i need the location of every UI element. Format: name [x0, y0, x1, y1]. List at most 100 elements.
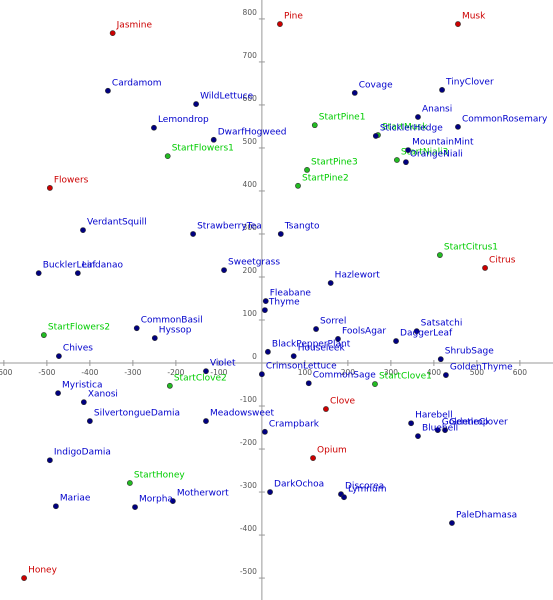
point-label: Harebell [415, 411, 453, 421]
point-label: IndigoDamia [54, 448, 111, 458]
point [439, 86, 445, 93]
point [295, 182, 301, 189]
point-label: StartClove1 [379, 372, 432, 382]
point-label: Musk [462, 12, 486, 22]
point-label: StartNiali3 [401, 148, 448, 158]
point-label: GoldenThyme [450, 363, 513, 373]
x-tick-label: -500 [38, 368, 55, 377]
point [261, 428, 268, 435]
point-label: Mariae [60, 494, 91, 504]
point [351, 90, 358, 96]
point-label: CommonSage [313, 371, 376, 381]
point-label: CommonBasil [141, 316, 203, 326]
point [40, 332, 47, 338]
point [323, 406, 329, 412]
point-label: StartCitrus1 [444, 243, 498, 253]
point [35, 270, 42, 277]
point-label: DwarfHogweed [218, 127, 287, 137]
point [53, 503, 59, 510]
point [46, 457, 53, 464]
point-label: StartHoney [134, 471, 186, 481]
point [408, 420, 414, 427]
point [80, 399, 87, 406]
point [415, 114, 421, 120]
y-tick-label: 300 [243, 223, 258, 232]
point-label: DaggerLeaf [400, 329, 453, 339]
point [437, 356, 444, 363]
point [434, 427, 441, 434]
point [55, 390, 61, 397]
point-label: BlackPepperPlant [272, 339, 351, 349]
point [151, 335, 158, 341]
point-label: Lindanao [82, 261, 124, 271]
x-tick-label: 300 [384, 368, 399, 377]
point [164, 153, 171, 160]
y-tick-label: 800 [243, 8, 258, 17]
point [455, 123, 461, 130]
point-label: WildLettuce [200, 92, 254, 102]
point-label: MountainMint [412, 138, 474, 148]
point [203, 368, 209, 375]
point-label: StartPine3 [311, 157, 358, 167]
point-label: CommonRosemary [462, 114, 548, 124]
point-label: StartFlowers2 [48, 323, 110, 333]
point [203, 418, 209, 424]
x-tick-label: -300 [124, 368, 141, 377]
point-label: TinyClover [445, 77, 494, 87]
point [264, 348, 271, 355]
x-tick-label: -600 [0, 368, 13, 377]
y-tick-label: 400 [243, 180, 258, 189]
point [313, 326, 319, 332]
x-tick-label: 200 [341, 368, 356, 377]
point-label: Tsangto [284, 221, 320, 231]
point-label: Pine [284, 12, 303, 22]
point-label: StartMusk [382, 123, 428, 133]
point-label: Thyme [268, 298, 300, 308]
point-label: CrimsonLettuce [266, 362, 337, 372]
point-label: Fleabane [270, 289, 312, 299]
point-label: SticklerHedge [380, 123, 443, 133]
point-label: Xanosi [88, 390, 118, 400]
point-label: FoolsAgar [342, 326, 386, 336]
point-label: Crampbark [269, 419, 320, 429]
point-label: Violet [210, 359, 236, 369]
point [311, 122, 318, 129]
point [443, 372, 449, 378]
point [393, 338, 399, 344]
point [372, 381, 378, 387]
point-label: Anansi [422, 104, 452, 114]
y-tick-label: 700 [243, 51, 258, 60]
point [482, 265, 488, 271]
y-tick-label: 0 [252, 352, 257, 361]
point-label: Covage [359, 80, 393, 90]
point [403, 159, 409, 166]
point [86, 418, 93, 424]
point [413, 328, 420, 335]
point [258, 371, 265, 378]
point [262, 298, 269, 304]
x-tick-label: 400 [427, 368, 442, 377]
point [437, 252, 443, 258]
point [193, 101, 199, 107]
point [304, 166, 310, 173]
point [372, 133, 379, 139]
point [109, 30, 116, 37]
point [341, 494, 347, 501]
point [221, 267, 227, 274]
point [74, 270, 81, 277]
point-label: Morpha [139, 495, 173, 505]
point [415, 433, 421, 440]
y-tick-label: 200 [243, 266, 258, 275]
point [166, 382, 173, 389]
x-tick-label: -200 [167, 368, 184, 377]
point-label: StartClove2 [174, 373, 227, 383]
point [46, 185, 53, 191]
point-label: Clove [330, 397, 356, 407]
point [190, 231, 196, 237]
point-label: BucklerLeaf [43, 261, 97, 271]
point-label: DarkOchoa [274, 480, 324, 490]
point [394, 157, 400, 163]
point [133, 325, 140, 332]
point [56, 353, 62, 360]
point [449, 520, 455, 526]
